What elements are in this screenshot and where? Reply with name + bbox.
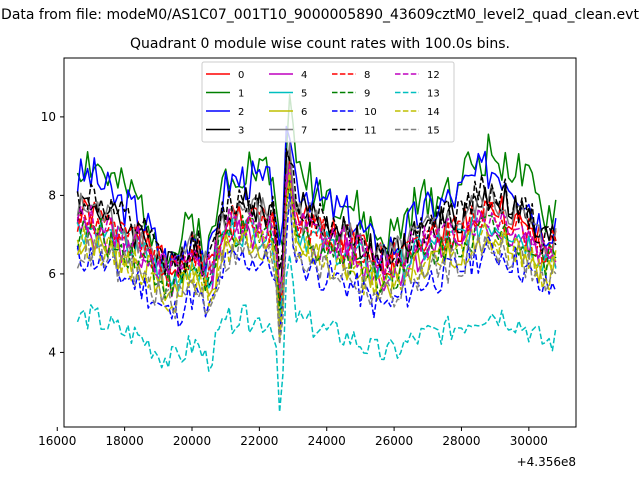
legend-label-0: 0 [238,70,244,81]
legend-label-13: 13 [427,89,440,100]
chart-title: Quadrant 0 module wise count rates with … [130,36,510,52]
x-offset-label: +4.356e8 [517,455,576,469]
legend-label-11: 11 [364,126,377,137]
y-tick-label: 4 [48,345,56,359]
series-line-15 [76,200,557,345]
x-tick-label: 26000 [375,434,413,448]
series-line-7 [76,142,557,297]
legend-box [201,61,455,143]
x-tick-label: 18000 [106,434,144,448]
legend-label-4: 4 [301,70,307,81]
y-tick-label: 6 [48,267,56,281]
series-line-10 [76,193,557,334]
legend-label-15: 15 [427,126,440,137]
y-tick-label: 8 [48,188,56,202]
y-tick-label: 10 [41,110,56,124]
legend-label-3: 3 [238,126,244,137]
y-axis: 4 6 8 10 [41,110,64,359]
x-tick-label: 24000 [308,434,346,448]
plot-frame [63,57,577,428]
series-line-2 [76,125,557,280]
legend-label-12: 12 [427,70,440,81]
legend-label-14: 14 [427,107,440,118]
series-line-13 [76,254,557,413]
legend-label-1: 1 [238,89,244,100]
figure-suptitle: Data from file: modeM0/AS1C07_001T10_900… [1,7,639,23]
legend-label-2: 2 [238,107,244,118]
x-axis: 16000 18000 20000 22000 24000 26000 28000 30000 [38,427,548,448]
legend-label-10: 10 [364,107,377,118]
series-line-11 [76,148,557,277]
legend-label-8: 8 [364,70,370,81]
series-line-8 [76,177,557,303]
series-line-3 [76,148,557,307]
legend-label-9: 9 [364,89,370,100]
x-tick-label: 30000 [510,434,548,448]
x-tick-label: 20000 [173,434,211,448]
x-tick-label: 28000 [442,434,480,448]
series-line-12 [76,167,557,289]
legend-label-7: 7 [301,126,307,137]
legend-label-6: 6 [301,107,307,118]
series-lines [76,93,557,413]
legend-label-5: 5 [301,89,307,100]
x-tick-label: 22000 [240,434,278,448]
x-tick-label: 16000 [38,434,76,448]
